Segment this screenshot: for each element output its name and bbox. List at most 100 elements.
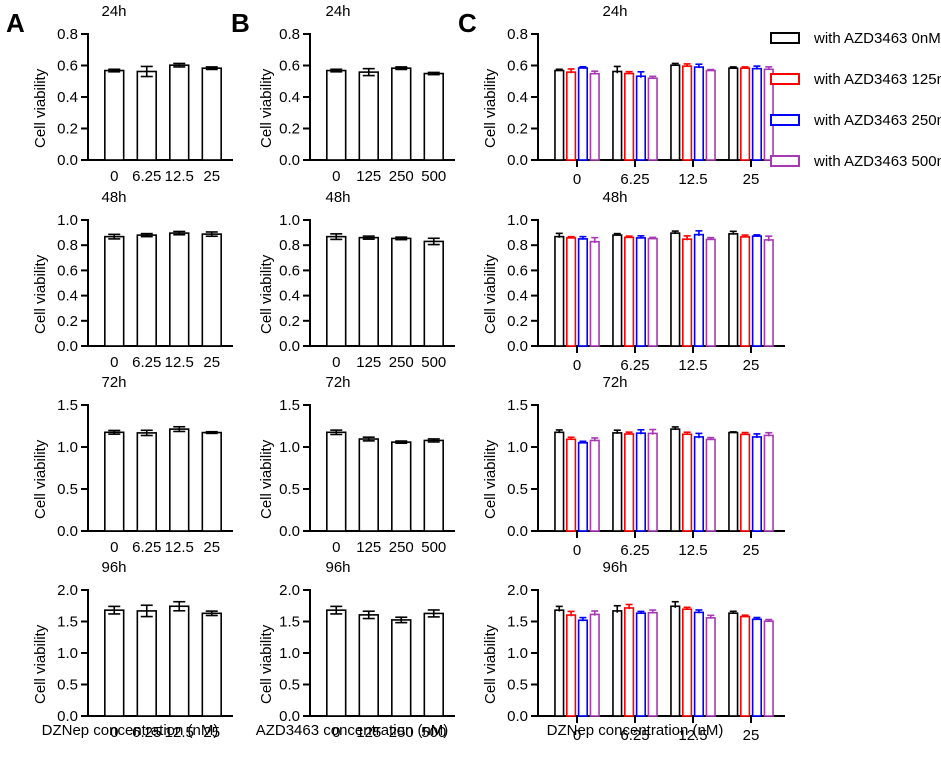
svg-text:1.5: 1.5	[279, 614, 300, 631]
svg-text:500: 500	[421, 539, 446, 556]
svg-text:0.0: 0.0	[57, 152, 78, 169]
svg-text:0.2: 0.2	[57, 313, 78, 330]
svg-text:0.0: 0.0	[507, 338, 528, 355]
bar	[635, 75, 647, 161]
svg-text:0.6: 0.6	[507, 262, 528, 279]
bar	[565, 71, 577, 161]
panel-letter-c: C	[458, 8, 477, 38]
svg-text:0.2: 0.2	[507, 121, 528, 138]
bar	[647, 237, 658, 347]
bar	[623, 72, 635, 161]
bar	[391, 67, 412, 161]
xaxis-label-a: DZNep concentration (nM)	[41, 722, 219, 739]
svg-text:250: 250	[389, 539, 414, 556]
bar	[423, 72, 444, 161]
svg-text:0.2: 0.2	[507, 313, 528, 330]
legend-item-3[interactable]: with AZD3463 500nM	[770, 147, 941, 175]
bar	[358, 236, 379, 347]
svg-text:0.4: 0.4	[507, 89, 528, 106]
svg-text:6.25: 6.25	[132, 168, 161, 185]
legend-item-2[interactable]: with AZD3463 250nM	[770, 106, 941, 134]
bar	[565, 614, 577, 717]
bar	[201, 233, 222, 347]
bar	[681, 433, 693, 532]
svg-text:0: 0	[332, 539, 340, 556]
bar	[577, 67, 589, 161]
bar	[693, 233, 705, 347]
svg-text:1.5: 1.5	[57, 614, 78, 631]
bar	[104, 431, 125, 532]
svg-text:0: 0	[110, 354, 118, 371]
bar	[565, 237, 577, 347]
bar	[693, 436, 705, 532]
chart-title-B-72h: 72h	[325, 374, 351, 391]
svg-text:12.5: 12.5	[165, 354, 194, 371]
plot-area-C-96h: 0.0 0.5 1.0 1.5 2.0 0 6.25 12.5 25	[507, 582, 785, 744]
svg-text:0.8: 0.8	[279, 237, 300, 254]
svg-text:2.0: 2.0	[57, 582, 78, 599]
bar	[751, 618, 763, 717]
svg-text:6.25: 6.25	[620, 171, 649, 188]
bar	[136, 70, 157, 161]
chart-title-B-96h: 96h	[325, 559, 351, 576]
legend-item-1[interactable]: with AZD3463 125nM	[770, 65, 941, 93]
bar	[647, 77, 658, 161]
svg-text:12.5: 12.5	[165, 539, 194, 556]
bar	[136, 234, 157, 347]
bar	[635, 612, 647, 717]
bar	[751, 235, 763, 347]
bar	[589, 613, 600, 717]
svg-text:0.4: 0.4	[507, 288, 528, 305]
bar	[670, 232, 681, 347]
svg-text:1.0: 1.0	[507, 439, 528, 456]
svg-text:0.5: 0.5	[507, 481, 528, 498]
bar	[554, 235, 565, 347]
chart-A-48h: 48h Cell viability 0.0 0.2 0.4 0.6 0.8 1.0 0 6.25…	[10, 190, 258, 390]
bar	[751, 436, 763, 532]
plot-area-B-48h: 0.0 0.2 0.4 0.6 0.8 1.0 0 125 250 500	[279, 212, 455, 371]
chart-title-A-96h: 96h	[101, 559, 127, 576]
svg-text:0: 0	[573, 727, 581, 744]
svg-text:0.8: 0.8	[507, 237, 528, 254]
chart-A-72h: 72h Cell viability 0.0 0.5 1.0 1.5 0 6.25 12.5 25	[10, 375, 258, 575]
svg-text:0.4: 0.4	[57, 288, 78, 305]
bar	[326, 431, 347, 532]
svg-text:1.0: 1.0	[507, 212, 528, 229]
svg-text:1.0: 1.0	[57, 439, 78, 456]
chart-title-B-24h: 24h	[325, 3, 351, 20]
bar	[623, 236, 635, 347]
svg-text:1.0: 1.0	[279, 645, 300, 662]
svg-text:25: 25	[203, 168, 220, 185]
svg-text:0.0: 0.0	[279, 523, 300, 540]
bar	[201, 67, 222, 161]
svg-text:6.25: 6.25	[620, 727, 649, 744]
svg-text:6.25: 6.25	[132, 539, 161, 556]
svg-text:12.5: 12.5	[678, 357, 707, 374]
svg-text:6.25: 6.25	[620, 357, 649, 374]
chart-title-A-24h: 24h	[101, 3, 127, 20]
svg-text:0.6: 0.6	[57, 262, 78, 279]
bar	[391, 619, 412, 717]
bar	[612, 610, 623, 717]
svg-text:0.4: 0.4	[279, 288, 300, 305]
svg-text:0.2: 0.2	[57, 121, 78, 138]
chart-title-B-48h: 48h	[325, 189, 351, 206]
legend-item-0[interactable]: with AZD3463 0nM	[770, 24, 941, 52]
svg-text:0.2: 0.2	[279, 313, 300, 330]
plot-area-C-48h: 0.0 0.2 0.4 0.6 0.8 1.0 0 6.25 12.5 25	[507, 212, 785, 374]
svg-text:0.5: 0.5	[57, 481, 78, 498]
legend-swatch-icon-3	[770, 155, 800, 167]
chart-C-48h: 48h Cell viability 0.0 0.2 0.4 0.6 0.8 1.0 0 6.25…	[460, 190, 810, 390]
chart-B-48h: 48h Cell viability 0.0 0.2 0.4 0.6 0.8 1.0 0 125 2…	[236, 190, 480, 390]
svg-text:0.6: 0.6	[279, 262, 300, 279]
bar	[693, 611, 705, 717]
bar	[554, 69, 565, 161]
svg-text:12.5: 12.5	[165, 168, 194, 185]
svg-text:0.5: 0.5	[279, 481, 300, 498]
plot-area-A-48h: 0.0 0.2 0.4 0.6 0.8 1.0 0 6.25 12.5 25	[57, 212, 233, 371]
bar	[577, 441, 589, 532]
svg-text:6.25: 6.25	[132, 724, 161, 741]
plot-area-C-72h: 0.0 0.5 1.0 1.5 0 6.25 12.5 25	[507, 397, 785, 559]
svg-text:25: 25	[203, 539, 220, 556]
bar	[623, 433, 635, 532]
